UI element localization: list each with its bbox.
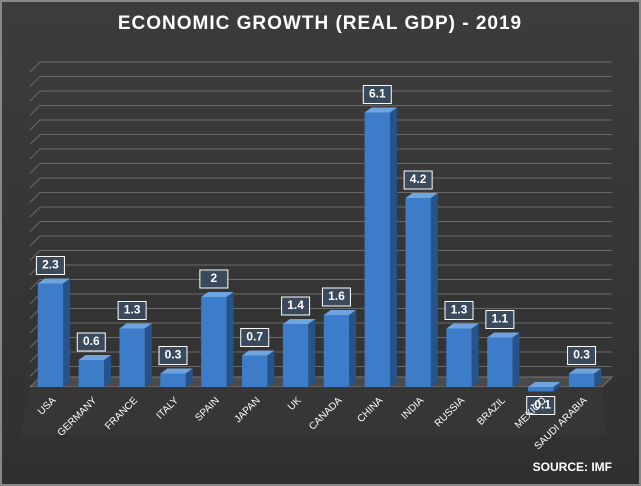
wall-line bbox=[29, 192, 41, 203]
bar-side bbox=[471, 323, 479, 387]
value-label: 0.3 bbox=[165, 348, 182, 362]
bar-top bbox=[405, 193, 438, 198]
bar bbox=[282, 324, 309, 387]
bar-side bbox=[267, 350, 275, 387]
value-label: 0.7 bbox=[246, 330, 263, 344]
bar bbox=[119, 328, 145, 387]
value-label: 2.3 bbox=[42, 258, 59, 272]
wall-top bbox=[30, 62, 612, 72]
value-label-box bbox=[199, 269, 229, 289]
floor-front bbox=[20, 387, 606, 435]
bar-side bbox=[430, 193, 438, 387]
value-label-box bbox=[403, 170, 433, 190]
wall-line bbox=[29, 61, 41, 73]
source-note: SOURCE: IMF bbox=[533, 460, 612, 474]
bar-side bbox=[553, 382, 561, 392]
bar-side bbox=[103, 355, 111, 387]
bar-top bbox=[487, 332, 520, 338]
wall-line bbox=[29, 177, 41, 189]
bar bbox=[37, 283, 64, 387]
bar-side bbox=[512, 332, 520, 387]
wall-line bbox=[29, 76, 41, 87]
value-label-box bbox=[35, 256, 65, 275]
value-label: 0.6 bbox=[83, 334, 100, 348]
value-label-box bbox=[158, 346, 188, 365]
bar bbox=[201, 297, 227, 387]
value-label-box bbox=[362, 85, 392, 104]
value-label-box bbox=[485, 310, 515, 329]
wall-line bbox=[29, 163, 41, 174]
value-label: 2 bbox=[211, 271, 218, 285]
bar bbox=[568, 373, 595, 387]
value-label: 0.3 bbox=[573, 348, 590, 362]
bar-top bbox=[37, 278, 71, 284]
bar-side bbox=[226, 292, 234, 387]
wall-line bbox=[29, 119, 41, 131]
value-label-box bbox=[526, 396, 556, 415]
wall-line bbox=[29, 134, 41, 145]
value-label-box bbox=[321, 287, 351, 307]
bar bbox=[242, 355, 268, 387]
bar bbox=[364, 112, 390, 387]
bar-side bbox=[185, 368, 193, 387]
bar bbox=[78, 360, 104, 387]
bar-top bbox=[119, 323, 152, 329]
wall-line bbox=[29, 235, 41, 247]
value-label: 1.3 bbox=[124, 303, 141, 317]
wall-line bbox=[29, 206, 41, 218]
chart-title: ECONOMIC GROWTH (REAL GDP) - 2019 bbox=[118, 13, 522, 34]
value-label-box bbox=[567, 346, 597, 365]
bar bbox=[528, 387, 554, 392]
wall-line bbox=[29, 148, 41, 160]
bar bbox=[160, 373, 186, 387]
bar-side bbox=[144, 323, 152, 387]
bar bbox=[405, 198, 431, 387]
bar-side bbox=[349, 310, 357, 387]
value-label-box bbox=[240, 328, 270, 347]
bar-top bbox=[568, 368, 602, 374]
value-label: 1.1 bbox=[492, 312, 509, 326]
floor bbox=[28, 376, 614, 388]
back-wall bbox=[30, 62, 612, 72]
value-label: 4.2 bbox=[410, 172, 427, 186]
value-label-box bbox=[117, 301, 147, 320]
bar bbox=[446, 328, 472, 387]
value-label: 1.6 bbox=[328, 289, 345, 303]
bar-side bbox=[308, 319, 316, 387]
value-label: -0.1 bbox=[530, 398, 551, 412]
wall-line bbox=[29, 90, 41, 102]
bar-top bbox=[78, 355, 111, 360]
bar-top bbox=[323, 310, 357, 315]
value-label-box bbox=[444, 301, 474, 320]
bar bbox=[323, 315, 350, 387]
value-label-box bbox=[281, 296, 311, 316]
wall-line bbox=[29, 250, 41, 261]
bar-top bbox=[242, 350, 275, 356]
value-label: 1.3 bbox=[451, 303, 468, 317]
bar-side bbox=[594, 368, 602, 387]
bar-top bbox=[201, 292, 234, 297]
bar-side bbox=[63, 278, 71, 387]
bar-top bbox=[160, 368, 193, 374]
bar-side bbox=[389, 107, 397, 387]
bar-top bbox=[282, 319, 316, 324]
bar-top bbox=[364, 107, 397, 113]
wall-line bbox=[29, 221, 41, 232]
wall-line bbox=[29, 105, 41, 116]
bar bbox=[487, 337, 513, 387]
bar-top bbox=[446, 323, 479, 329]
value-label: 6.1 bbox=[369, 87, 386, 101]
value-label-box bbox=[76, 332, 106, 352]
bar-top bbox=[528, 382, 561, 387]
value-label: 1.4 bbox=[287, 298, 304, 312]
wall-line bbox=[29, 279, 41, 290]
